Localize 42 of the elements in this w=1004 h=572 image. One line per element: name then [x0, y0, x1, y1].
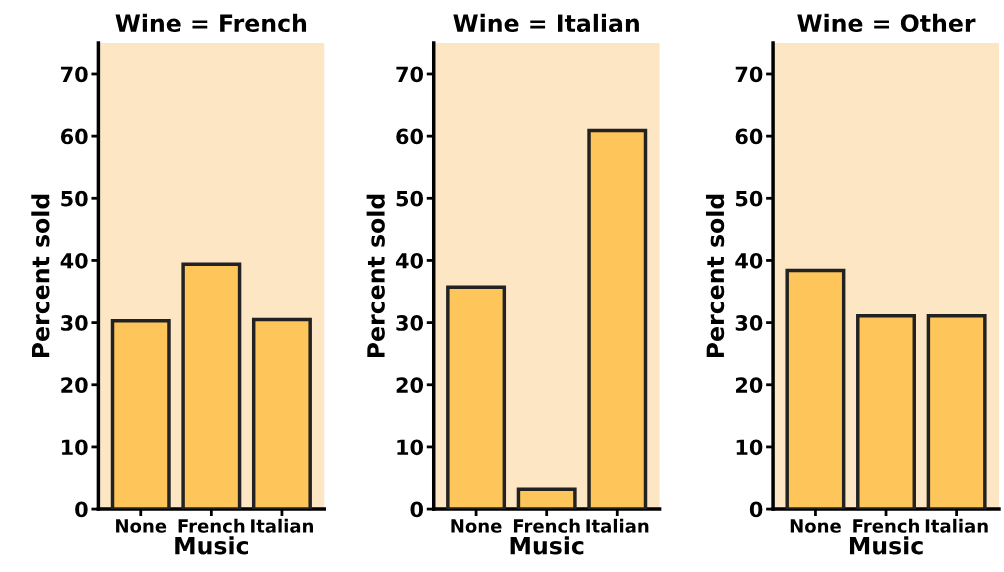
y-tick-label: 40: [395, 252, 424, 269]
y-tick-label: 20: [736, 377, 763, 393]
x-axis-title: Music: [175, 536, 248, 555]
y-tick-label: 60: [735, 128, 763, 145]
x-tick-label: None: [116, 519, 167, 533]
y-tick-label: 10: [397, 439, 424, 456]
y-tick-label: 50: [396, 190, 424, 207]
x-tick-label: Italian: [586, 518, 649, 533]
y-tick-label: 30: [61, 315, 88, 331]
x-tick-label: French: [853, 518, 919, 533]
x-tick-label: None: [451, 519, 502, 533]
chart-title: Wine = French: [115, 13, 307, 33]
y-tick-label: 70: [396, 66, 424, 83]
chart-title: Wine = Italian: [453, 13, 639, 33]
y-tick-label: 40: [735, 252, 763, 269]
y-tick-label: 40: [60, 252, 88, 269]
y-axis-title: Percent sold: [366, 194, 385, 358]
y-tick-label: 10: [736, 439, 763, 456]
x-tick-label: Italian: [251, 518, 313, 533]
y-tick-label: 70: [735, 66, 763, 83]
x-tick-label: French: [513, 518, 580, 533]
y-tick-label: 60: [396, 128, 424, 145]
x-tick-label: Italian: [925, 518, 988, 533]
y-tick-label: 0: [410, 501, 424, 518]
y-tick-label: 10: [62, 439, 88, 456]
x-tick-label: French: [178, 518, 245, 533]
x-axis-title: Music: [510, 536, 584, 555]
y-axis-title: Percent sold: [31, 194, 50, 358]
y-tick-label: 60: [60, 128, 88, 145]
y-tick-label: 50: [735, 190, 763, 207]
y-tick-label: 0: [749, 501, 763, 518]
y-tick-label: 70: [61, 66, 88, 83]
x-tick-label: None: [790, 519, 841, 533]
y-tick-label: 0: [75, 501, 88, 518]
y-tick-label: 50: [61, 190, 88, 207]
y-tick-label: 20: [61, 377, 88, 393]
chart-title: Wine = Other: [797, 13, 976, 33]
y-tick-label: 30: [396, 315, 424, 331]
y-tick-label: 30: [735, 315, 763, 331]
y-axis-title: Percent sold: [705, 194, 725, 358]
x-axis-title: Music: [849, 536, 923, 555]
y-tick-label: 20: [396, 377, 424, 393]
